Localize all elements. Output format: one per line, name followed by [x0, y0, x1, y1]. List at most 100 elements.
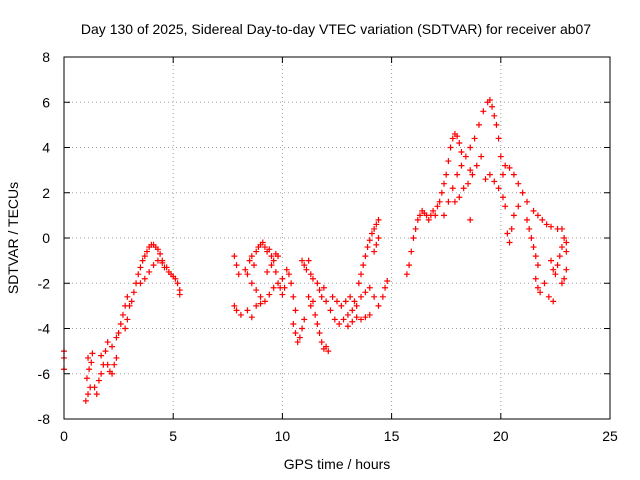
- data-point: [371, 225, 378, 232]
- data-point: [425, 216, 432, 223]
- data-point: [292, 330, 299, 337]
- data-point: [299, 325, 306, 332]
- data-point: [279, 291, 286, 298]
- chart-title: Day 130 of 2025, Sidereal Day-to-day VTE…: [81, 21, 591, 37]
- data-point: [373, 221, 380, 228]
- data-point: [113, 354, 120, 361]
- data-point: [508, 225, 515, 232]
- data-point: [534, 284, 541, 291]
- y-tick-label: -4: [38, 321, 51, 337]
- data-point: [146, 268, 153, 275]
- data-point: [434, 203, 441, 210]
- data-point: [159, 259, 166, 266]
- data-point: [355, 280, 362, 287]
- data-point: [358, 293, 365, 300]
- data-point: [506, 239, 513, 246]
- data-point: [375, 235, 382, 241]
- data-point: [510, 212, 517, 219]
- y-tick-label: -8: [38, 411, 51, 427]
- data-point: [316, 330, 323, 337]
- data-point: [465, 180, 472, 187]
- data-point: [534, 262, 541, 269]
- data-point: [499, 171, 506, 178]
- data-point: [163, 264, 170, 271]
- data-point: [497, 153, 504, 160]
- data-point: [443, 171, 450, 178]
- data-point: [292, 307, 299, 314]
- data-point: [362, 253, 369, 260]
- data-point: [253, 302, 260, 309]
- data-point: [436, 198, 443, 205]
- data-point: [491, 112, 498, 119]
- data-point: [491, 178, 498, 185]
- data-point: [122, 325, 129, 332]
- data-point: [174, 280, 181, 287]
- data-point: [530, 244, 537, 251]
- data-point: [416, 212, 423, 219]
- data-point: [172, 275, 179, 282]
- data-point: [141, 275, 148, 282]
- data-point: [268, 253, 275, 260]
- data-point: [294, 339, 301, 346]
- data-point: [493, 121, 500, 128]
- data-point: [366, 311, 373, 318]
- data-point: [128, 298, 135, 305]
- data-point: [373, 241, 380, 248]
- data-point: [406, 262, 413, 269]
- data-point: [124, 293, 131, 300]
- data-point: [467, 144, 474, 151]
- data-point: [362, 289, 369, 296]
- data-point: [270, 284, 277, 291]
- data-point: [539, 216, 546, 223]
- data-point: [528, 235, 535, 241]
- data-point: [257, 300, 264, 307]
- data-point: [510, 171, 517, 178]
- data-point: [534, 212, 541, 219]
- data-point: [382, 284, 389, 291]
- data-point: [270, 257, 277, 264]
- data-point: [349, 307, 356, 314]
- data-point: [351, 298, 358, 305]
- grid-lines: [64, 57, 610, 419]
- data-point: [307, 302, 314, 309]
- data-point: [316, 287, 323, 294]
- x-axis-label: GPS time / hours: [284, 456, 391, 472]
- data-point: [117, 320, 124, 327]
- data-point: [519, 189, 526, 196]
- data-point: [543, 221, 550, 228]
- data-point: [449, 135, 456, 142]
- data-point: [126, 302, 133, 309]
- data-point: [154, 257, 161, 264]
- data-point: [504, 230, 511, 237]
- data-point: [364, 244, 371, 251]
- data-point: [95, 377, 102, 384]
- data-point: [290, 320, 297, 327]
- data-point: [275, 253, 282, 260]
- data-point: [368, 230, 375, 237]
- data-point: [137, 280, 144, 287]
- data-point: [231, 302, 238, 309]
- data-point: [502, 203, 509, 210]
- data-point: [305, 293, 312, 300]
- data-point: [307, 271, 314, 278]
- data-point: [83, 375, 90, 382]
- data-point: [561, 275, 568, 282]
- data-point: [338, 302, 345, 309]
- data-point: [340, 316, 347, 323]
- data-point: [336, 320, 343, 327]
- data-point: [486, 96, 493, 103]
- data-point: [430, 207, 437, 214]
- data-point: [309, 275, 316, 282]
- data-point: [467, 216, 474, 223]
- data-point: [358, 271, 365, 278]
- data-point: [349, 318, 356, 325]
- data-point: [366, 237, 373, 244]
- data-point: [545, 293, 552, 300]
- axis-ticks: 0 5 10 15 20 25 -8 -6 -4 -2 0 2 4 6 8: [38, 49, 618, 444]
- y-tick-label: 6: [42, 94, 50, 110]
- x-tick-label: 0: [60, 428, 68, 444]
- data-point: [124, 316, 131, 323]
- data-point: [89, 350, 96, 357]
- data-point: [279, 275, 286, 282]
